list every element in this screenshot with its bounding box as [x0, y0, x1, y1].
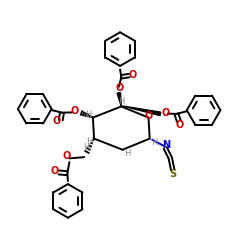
Text: O: O [115, 84, 124, 94]
Text: H: H [151, 138, 157, 147]
Text: O: O [51, 166, 59, 176]
Text: O: O [53, 116, 61, 126]
Polygon shape [122, 106, 161, 116]
Text: O: O [176, 120, 184, 130]
Text: O: O [144, 111, 152, 121]
Text: O: O [128, 70, 136, 80]
Text: N: N [162, 140, 170, 150]
Text: H: H [86, 137, 92, 146]
Text: O: O [161, 108, 170, 118]
Text: H: H [124, 149, 130, 158]
Text: H: H [85, 110, 91, 118]
Text: O: O [71, 106, 79, 116]
Text: O: O [62, 152, 70, 162]
Text: S: S [170, 169, 177, 179]
Text: H: H [84, 143, 90, 152]
Polygon shape [117, 92, 121, 106]
Text: H: H [118, 97, 125, 106]
